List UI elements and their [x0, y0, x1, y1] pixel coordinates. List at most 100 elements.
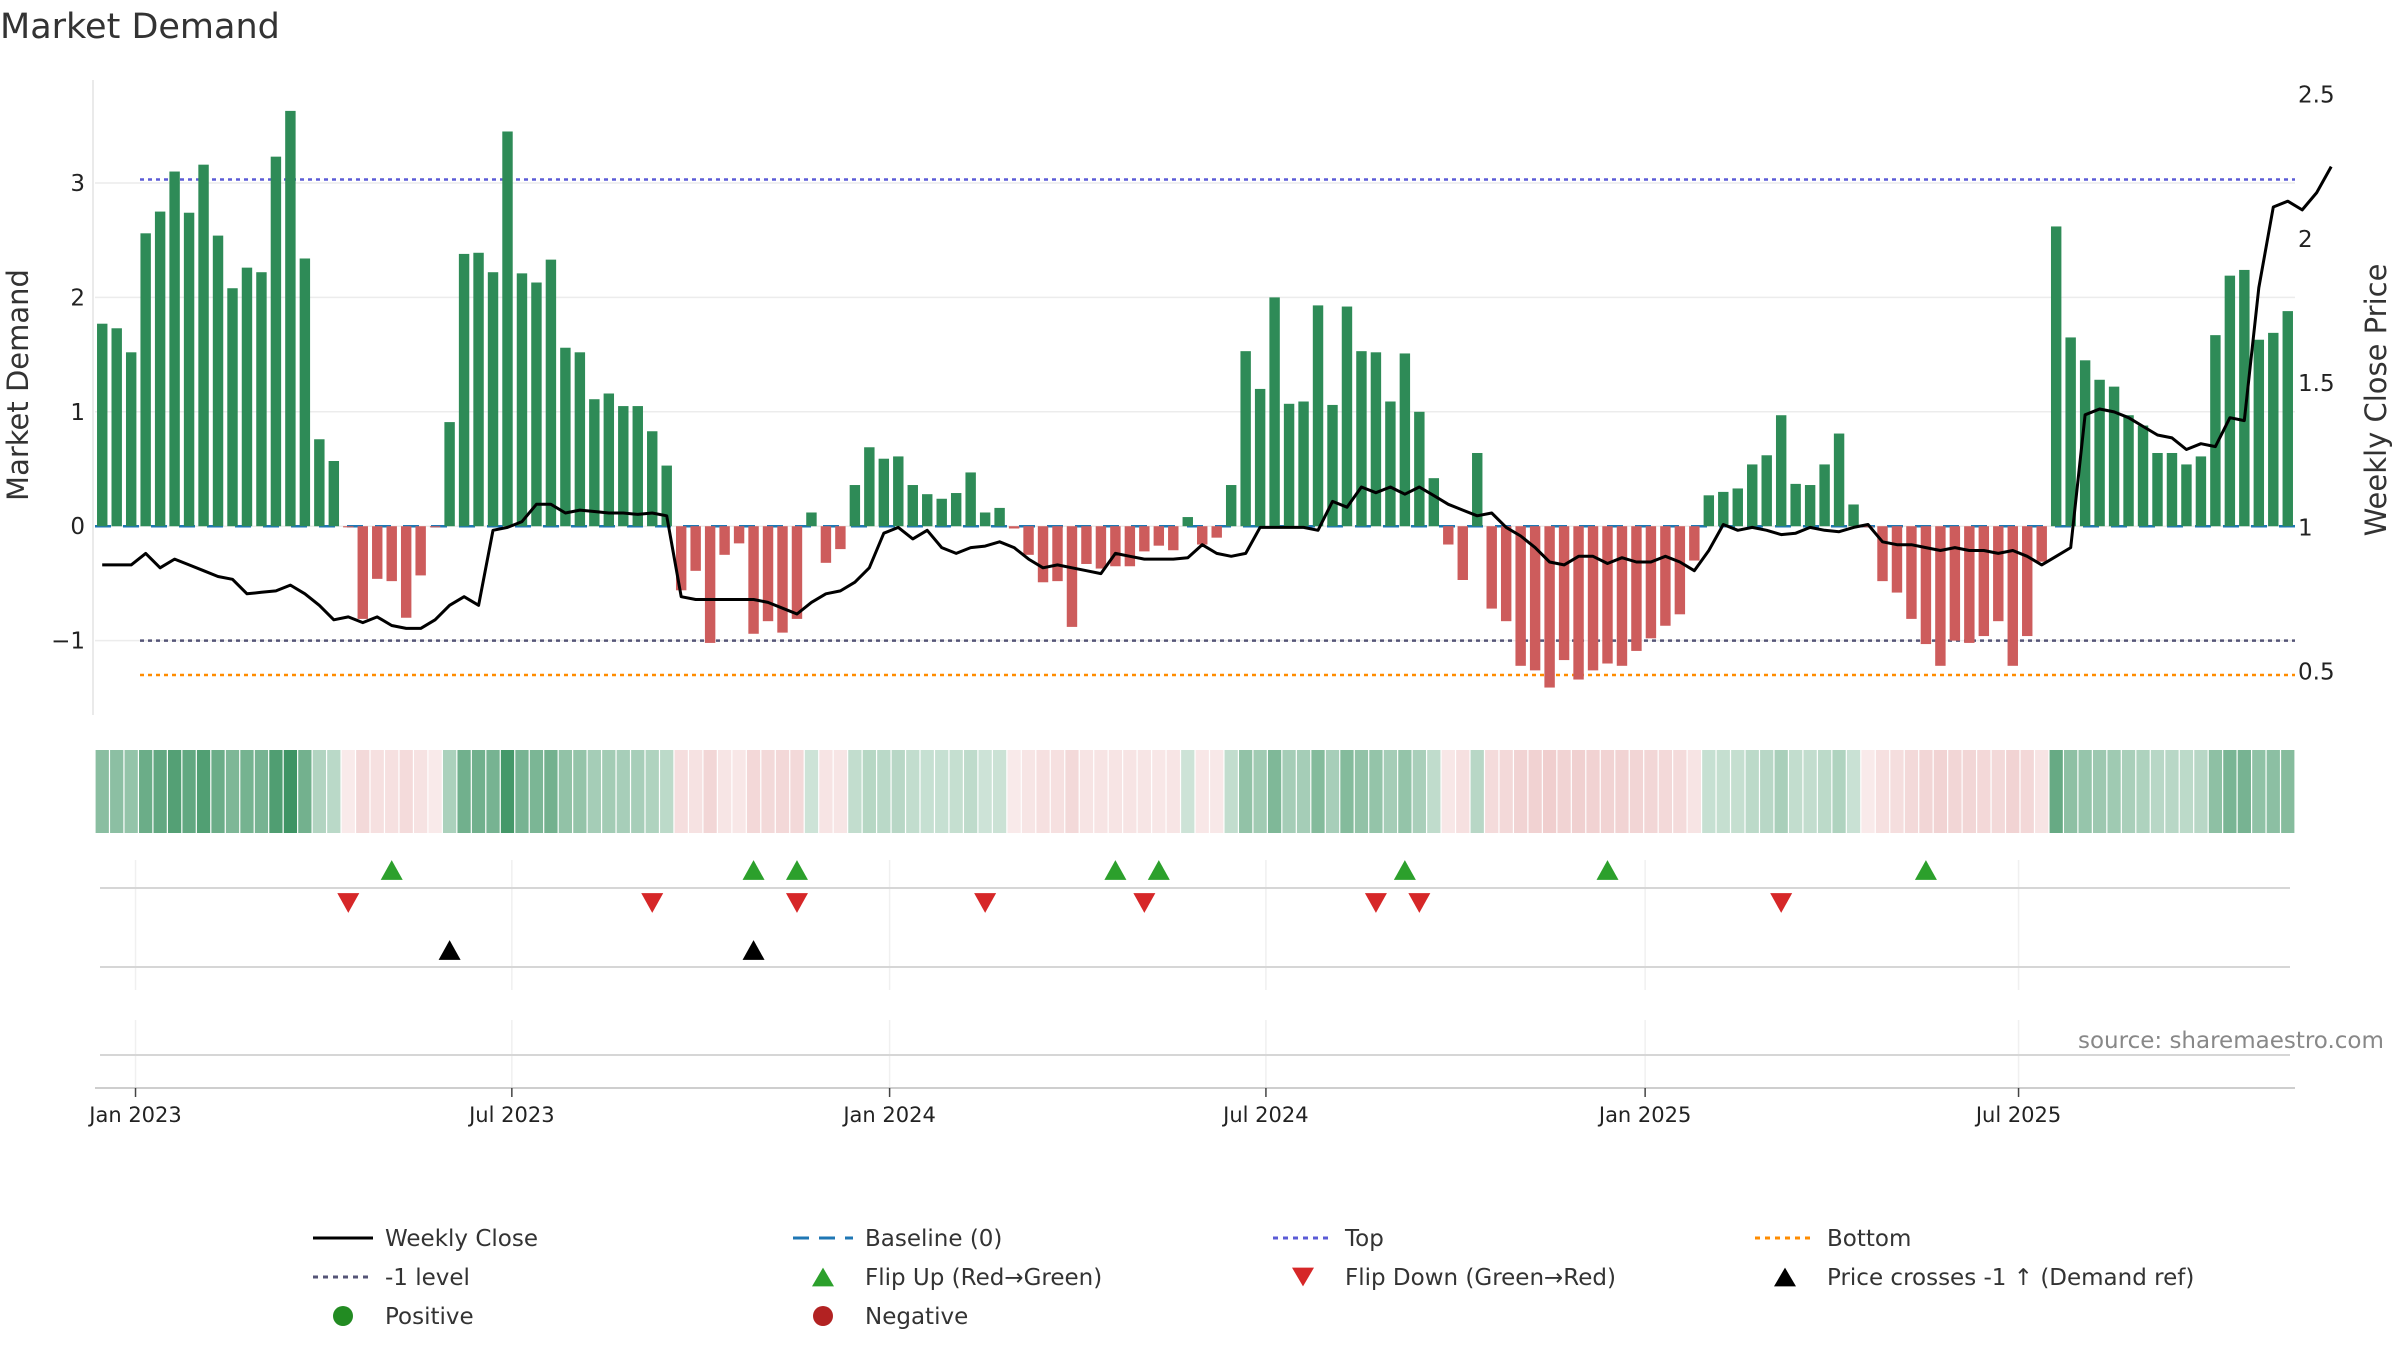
demand-bar	[1153, 526, 1165, 546]
legend-label-negative: Negative	[865, 1304, 968, 1330]
heat-cell	[1571, 750, 1586, 833]
demand-bar	[1428, 478, 1440, 527]
demand-bar	[1906, 526, 1917, 619]
heat-cell	[1615, 750, 1629, 833]
heat-cell	[95, 750, 109, 833]
heat-cell	[1933, 750, 1948, 833]
heat-cell	[920, 750, 934, 833]
heat-cell	[2179, 750, 2194, 833]
demand-bar	[1804, 485, 1816, 527]
demand-bar	[632, 406, 643, 527]
heat-cell	[1702, 750, 1716, 833]
demand-bar	[270, 156, 282, 527]
demand-bar	[227, 288, 238, 527]
heat-cell	[877, 750, 891, 833]
demand-bar	[1790, 483, 1801, 527]
demand-bar	[1312, 305, 1324, 527]
demand-bar	[2152, 452, 2163, 527]
demand-bar	[979, 512, 991, 527]
demand-bar	[1978, 526, 1990, 637]
flip-up-marker	[1147, 860, 1170, 880]
price-cross-marker	[438, 940, 461, 960]
heat-cell	[1789, 750, 1803, 833]
demand-bar	[1877, 526, 1888, 582]
heat-cell	[2121, 750, 2136, 833]
y2-tick-label: 1	[2298, 515, 2313, 541]
heat-cell	[949, 750, 963, 833]
heat-cell	[1716, 750, 1730, 833]
heat-cell	[500, 750, 515, 833]
heat-cell	[1514, 750, 1528, 833]
heat-cell	[703, 750, 717, 833]
demand-bar	[1399, 353, 1411, 527]
heat-cell	[2237, 750, 2251, 833]
heat-cell	[674, 750, 688, 833]
demand-bar	[285, 110, 296, 527]
demand-bar	[241, 267, 253, 527]
heat-cell	[1021, 750, 1036, 833]
heat-cell	[2194, 750, 2208, 833]
legend-label-flip_down: Flip Down (Green→Red)	[1345, 1265, 1616, 1291]
heat-cell	[356, 750, 370, 833]
heat-cell	[1181, 750, 1195, 833]
heat-cell	[254, 750, 269, 833]
demand-bar	[1920, 526, 1932, 645]
heat-cell	[544, 750, 558, 833]
heat-cell	[225, 750, 240, 833]
demand-bar	[907, 485, 918, 527]
flip-down-marker	[1408, 893, 1431, 913]
heat-cell	[442, 750, 457, 833]
demand-bar	[1573, 526, 1584, 680]
y-tick-label: 1	[70, 400, 85, 426]
legend-label-minus_one: -1 level	[385, 1265, 470, 1291]
heat-cell	[1557, 750, 1571, 833]
heat-cell	[1007, 750, 1021, 833]
demand-bar	[372, 526, 383, 579]
heat-cell	[1499, 750, 1513, 833]
heat-cell	[1282, 750, 1296, 833]
demand-bar	[111, 328, 122, 527]
heat-cell	[1166, 750, 1180, 833]
legend-swatch-negative	[813, 1306, 833, 1326]
heat-cell	[1586, 750, 1600, 833]
heat-cell	[2006, 750, 2020, 833]
demand-bar	[849, 485, 861, 527]
heat-cell	[775, 750, 790, 833]
x-tick-label: Jul 2023	[467, 1103, 554, 1127]
heat-cell	[1629, 750, 1644, 833]
heat-cell	[1253, 750, 1267, 833]
demand-bar	[458, 253, 470, 527]
heat-cell	[139, 750, 153, 833]
heat-cell	[1861, 750, 1875, 833]
demand-bar	[386, 526, 397, 582]
demand-bar	[1139, 526, 1150, 552]
demand-bar	[1703, 495, 1715, 527]
heat-cell	[1542, 750, 1557, 833]
heat-cell	[1094, 750, 1108, 833]
heat-cell	[833, 750, 848, 833]
heat-cell	[558, 750, 573, 833]
demand-bar	[1761, 455, 1772, 527]
demand-bar	[2253, 339, 2265, 527]
demand-bar	[2094, 379, 2105, 527]
heat-cell	[1224, 750, 1238, 833]
heat-cell	[1904, 750, 1919, 833]
flip-up-marker	[1393, 860, 1416, 880]
heat-cell	[124, 750, 138, 833]
heat-cell	[992, 750, 1007, 833]
demand-bar	[1037, 526, 1049, 583]
demand-bar	[1544, 526, 1555, 688]
y2-tick-label: 2.5	[2298, 82, 2335, 108]
heat-cell	[1441, 750, 1455, 833]
demand-bar	[1848, 504, 1859, 527]
flip-down-marker	[785, 893, 808, 913]
demand-bar	[1486, 526, 1497, 609]
heat-cell	[486, 750, 500, 833]
heat-cell	[978, 750, 992, 833]
demand-bar	[1718, 491, 1729, 527]
demand-bar	[473, 252, 484, 527]
heat-cell	[1658, 750, 1673, 833]
heat-cell	[746, 750, 761, 833]
demand-bar	[820, 526, 832, 563]
heat-cell	[2165, 750, 2179, 833]
